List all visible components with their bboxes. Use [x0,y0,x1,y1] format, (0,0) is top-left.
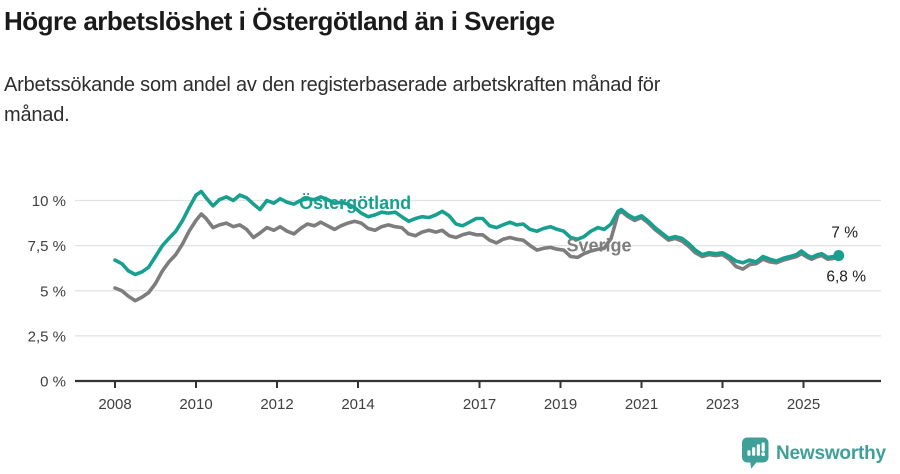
x-axis-tick-label: 2023 [706,396,739,413]
series-end-value-label: 7 % [831,225,858,242]
y-axis-tick-label: 7,5 % [28,238,66,255]
series-label: Östergötland [299,193,411,213]
x-axis-tick-label: 2008 [98,396,131,413]
x-axis-tick-label: 2014 [341,396,374,413]
chart-subtitle-line-2: månad. [4,104,70,126]
newsworthy-logo-text: Newsworthy [776,443,886,464]
y-axis-tick-label: 0 % [40,374,66,391]
y-axis-tick-label: 10 % [32,193,66,210]
series-line-sverige [113,209,841,303]
series-end-dot [833,250,845,262]
y-axis-tick-label: 2,5 % [28,328,66,345]
newsworthy-logo: Newsworthy [742,437,886,471]
bar-chart-pin-icon [742,437,769,469]
x-axis-tick-label: 2025 [787,396,820,413]
series-end-value-label: 6,8 % [826,268,866,285]
chart-subtitle: Arbetssökande som andel av den registerb… [4,70,884,130]
x-axis-tick-label: 2012 [260,396,293,413]
y-axis-tick-label: 5 % [40,283,66,300]
x-axis-tick-label: 2021 [625,396,658,413]
chart-subtitle-line-1: Arbetssökande som andel av den registerb… [4,74,661,96]
series-label: Sverige [566,236,631,256]
x-axis-tick-label: 2010 [179,396,212,413]
chart-title: Högre arbetslöshet i Östergötland än i S… [4,6,555,36]
series-line-ostergotland [113,189,841,277]
x-axis-tick-label: 2017 [463,396,496,413]
x-axis-tick-label: 2019 [544,396,577,413]
